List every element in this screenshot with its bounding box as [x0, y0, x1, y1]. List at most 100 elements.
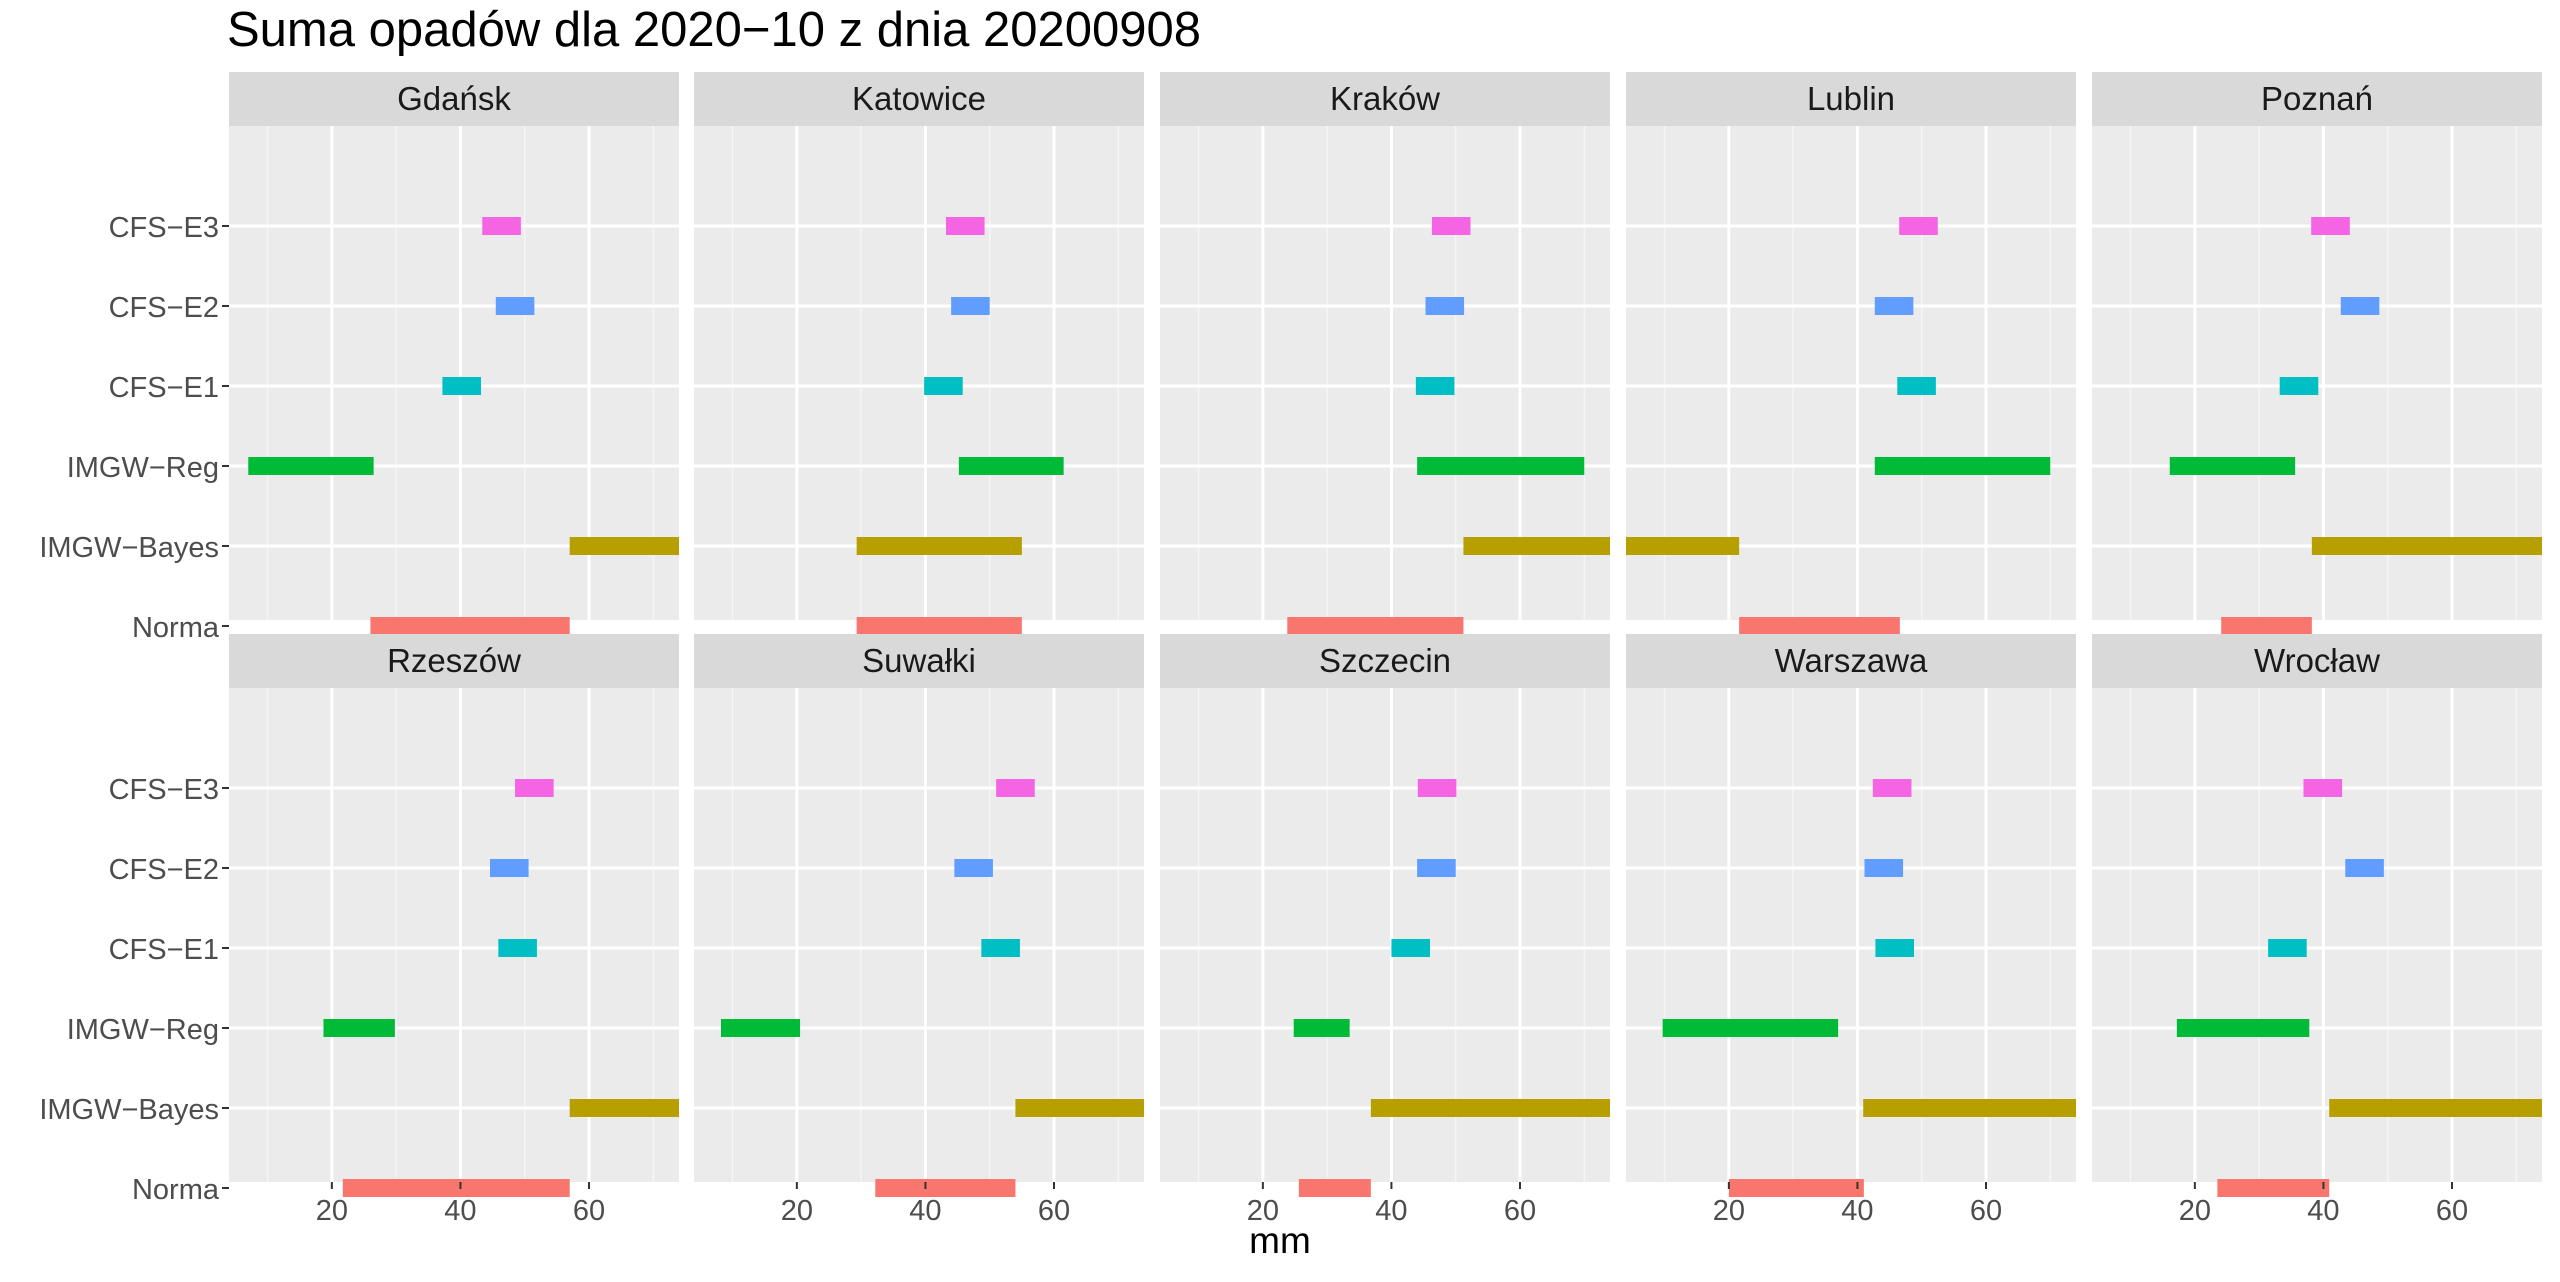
facet-panel-6: Rzeszów CFS−E3 CFS−E2 CFS−E1 IMGW−Reg IMGW−Ba…	[39, 634, 679, 1227]
facet-strip-label: Katowice	[852, 80, 986, 117]
x-tick-label: 20	[1713, 1195, 1745, 1227]
facet-strip	[694, 634, 1144, 688]
range-bar	[2329, 1099, 2542, 1117]
range-bar	[1391, 939, 1430, 957]
range-bar	[856, 537, 1022, 555]
y-tick-label: IMGW−Bayes	[39, 532, 219, 564]
range-bar	[2217, 1179, 2330, 1197]
range-bar	[2279, 377, 2319, 395]
y-tick-label: IMGW−Reg	[67, 452, 219, 484]
range-bar	[924, 377, 963, 395]
range-bar	[1863, 1099, 2076, 1117]
y-tick-label: CFS−E1	[109, 934, 219, 966]
range-bar	[1662, 1019, 1839, 1037]
range-bar	[490, 859, 529, 877]
x-tick-label: 20	[2179, 1195, 2211, 1227]
facet-strip-label: Lublin	[1807, 80, 1895, 117]
range-bar	[1293, 1019, 1350, 1037]
x-tick-label: 60	[1504, 1195, 1536, 1227]
range-bar	[1728, 1179, 1864, 1197]
facet-panel-5: Poznań	[2092, 72, 2542, 635]
facet-strip-label: Suwałki	[862, 642, 976, 679]
x-tick-label: 60	[2436, 1195, 2468, 1227]
range-bar	[2311, 217, 2350, 235]
facet-panel-3: Kraków	[1160, 72, 1610, 635]
x-tick-label: 60	[1970, 1195, 2002, 1227]
facet-panel-4: Lublin	[1626, 72, 2076, 635]
range-bar	[498, 939, 537, 957]
range-bar	[569, 1099, 679, 1117]
x-tick-label: 40	[444, 1195, 476, 1227]
x-tick-label: 60	[573, 1195, 605, 1227]
range-bar	[1370, 1099, 1610, 1117]
y-tick-label: CFS−E3	[109, 212, 219, 244]
x-tick-label: 40	[909, 1195, 941, 1227]
range-bar	[2311, 537, 2542, 555]
facet-panel-1: Gdańsk CFS−E3 CFS−E2 CFS−E1 IMGW−Reg IMGW−Bay…	[39, 72, 679, 644]
range-bar	[1739, 617, 1900, 635]
range-bar	[2176, 1019, 2310, 1037]
facet-panel-10: Wrocław 20 40 60	[2092, 634, 2542, 1227]
range-bar	[1287, 617, 1464, 635]
range-bar	[2268, 939, 2307, 957]
range-bar	[569, 537, 679, 555]
range-bar	[2221, 617, 2312, 635]
range-bar	[1417, 779, 1457, 797]
facet-strip-label: Poznań	[2261, 80, 2373, 117]
facet-strip-label: Szczecin	[1319, 642, 1451, 679]
y-tick-label: Norma	[132, 612, 220, 644]
facet-panel-7: Suwałki 20 40 60	[694, 634, 1144, 1227]
range-bar	[482, 217, 521, 235]
range-bar	[2345, 859, 2384, 877]
y-tick-label: CFS−E2	[109, 292, 219, 324]
facet-strip-label: Rzeszów	[387, 642, 521, 679]
range-bar	[958, 457, 1064, 475]
range-bar	[856, 617, 1022, 635]
y-tick-label: Norma	[132, 1174, 220, 1206]
range-bar	[1874, 457, 2051, 475]
facet-strip	[1626, 634, 2076, 688]
facet-strip	[229, 634, 679, 688]
facet-panel-2: Katowice	[694, 72, 1144, 635]
facet-strip	[1160, 72, 1610, 126]
x-tick-label: 20	[781, 1195, 813, 1227]
range-bar	[1431, 217, 1471, 235]
x-tick-label: 40	[1375, 1195, 1407, 1227]
range-bar	[875, 1179, 1016, 1197]
range-bar	[1864, 859, 1904, 877]
range-bar	[721, 1019, 801, 1037]
facet-strip	[2092, 634, 2542, 688]
range-bar	[954, 859, 993, 877]
x-tick-label: 20	[316, 1195, 348, 1227]
range-bar	[2169, 457, 2296, 475]
y-tick-label: CFS−E1	[109, 372, 219, 404]
range-bar	[1415, 377, 1455, 395]
range-bar	[1015, 1099, 1144, 1117]
range-bar	[495, 297, 535, 315]
facet-strip	[1626, 72, 2076, 126]
range-bar	[1874, 297, 1914, 315]
facet-strip-label: Warszawa	[1775, 642, 1928, 679]
range-bar	[981, 939, 1020, 957]
range-bar	[1463, 537, 1610, 555]
range-bar	[1425, 297, 1465, 315]
range-bar	[248, 457, 374, 475]
y-tick-label: CFS−E3	[109, 774, 219, 806]
x-tick-label: 60	[1038, 1195, 1070, 1227]
facet-strip	[694, 72, 1144, 126]
x-tick-label: 40	[1841, 1195, 1873, 1227]
range-bar	[442, 377, 481, 395]
range-bar	[1626, 537, 1740, 555]
facet-strip	[1160, 634, 1610, 688]
chart-title: Suma opadów dla 2020−10 z dnia 20200908	[227, 3, 1201, 57]
facet-strip-label: Kraków	[1330, 80, 1440, 117]
range-bar	[1417, 457, 1585, 475]
range-bar	[1899, 217, 1938, 235]
range-bar	[2340, 297, 2380, 315]
range-bar	[996, 779, 1035, 797]
range-bar	[1872, 779, 1912, 797]
range-bar	[951, 297, 990, 315]
facet-panel-8: Szczecin 20 40 60	[1160, 634, 1610, 1227]
range-bar	[370, 617, 570, 635]
